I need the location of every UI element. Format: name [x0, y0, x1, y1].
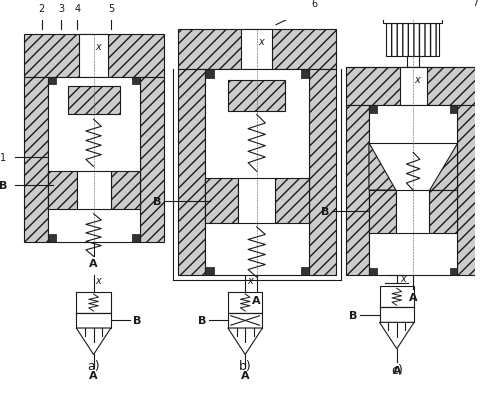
Polygon shape	[76, 292, 111, 313]
Polygon shape	[386, 24, 439, 57]
Text: x: x	[401, 273, 407, 283]
Text: 2: 2	[38, 4, 45, 14]
Polygon shape	[457, 106, 480, 275]
Polygon shape	[76, 313, 111, 328]
Polygon shape	[48, 77, 140, 243]
Polygon shape	[396, 191, 430, 233]
Text: x: x	[414, 75, 420, 84]
Text: B: B	[0, 181, 8, 191]
Polygon shape	[275, 178, 310, 224]
Polygon shape	[205, 70, 214, 79]
Polygon shape	[301, 70, 310, 79]
Polygon shape	[111, 172, 140, 209]
Polygon shape	[380, 287, 414, 307]
Polygon shape	[132, 77, 140, 85]
Polygon shape	[408, 57, 419, 68]
Polygon shape	[369, 191, 396, 233]
Text: 6: 6	[311, 0, 317, 9]
Polygon shape	[205, 267, 214, 275]
Polygon shape	[310, 70, 336, 275]
Polygon shape	[450, 268, 457, 275]
Text: c): c)	[391, 363, 403, 376]
Polygon shape	[48, 172, 77, 209]
Polygon shape	[380, 307, 414, 322]
Text: B: B	[132, 315, 141, 326]
Text: A: A	[241, 370, 250, 380]
Polygon shape	[178, 70, 205, 275]
Polygon shape	[24, 77, 48, 243]
Text: a): a)	[87, 359, 100, 373]
Polygon shape	[228, 313, 263, 328]
Polygon shape	[79, 35, 108, 77]
Polygon shape	[450, 106, 457, 113]
Polygon shape	[301, 267, 310, 275]
Polygon shape	[24, 35, 164, 77]
Polygon shape	[346, 106, 369, 275]
Text: B: B	[349, 310, 358, 320]
Text: 4: 4	[74, 4, 80, 14]
Polygon shape	[48, 235, 56, 243]
Polygon shape	[380, 322, 414, 349]
Polygon shape	[400, 68, 427, 106]
Text: b): b)	[239, 359, 252, 373]
Polygon shape	[346, 68, 480, 106]
Polygon shape	[430, 143, 457, 191]
Polygon shape	[205, 70, 310, 275]
Polygon shape	[228, 81, 286, 111]
Text: B: B	[321, 207, 329, 216]
Polygon shape	[48, 77, 56, 85]
Text: A: A	[89, 370, 98, 380]
Text: A: A	[252, 295, 261, 305]
Polygon shape	[132, 235, 140, 243]
Polygon shape	[369, 143, 396, 191]
Polygon shape	[369, 106, 377, 113]
Text: x: x	[259, 37, 264, 47]
Polygon shape	[228, 292, 263, 313]
Text: 3: 3	[58, 4, 64, 14]
Polygon shape	[140, 77, 164, 243]
Text: A: A	[89, 258, 98, 268]
Polygon shape	[178, 30, 336, 70]
Text: x: x	[96, 275, 101, 285]
Text: 1: 1	[0, 153, 6, 163]
Polygon shape	[77, 172, 111, 209]
Polygon shape	[76, 328, 111, 355]
Text: x: x	[247, 275, 253, 285]
Polygon shape	[369, 268, 377, 275]
Polygon shape	[241, 30, 272, 70]
Text: x: x	[96, 41, 101, 51]
Text: A: A	[409, 292, 418, 302]
Text: B: B	[153, 197, 161, 207]
Text: 7: 7	[472, 0, 479, 8]
Text: B: B	[198, 315, 206, 326]
Polygon shape	[430, 191, 457, 233]
Polygon shape	[228, 328, 263, 355]
Polygon shape	[369, 106, 457, 275]
Polygon shape	[384, 14, 442, 24]
Polygon shape	[239, 178, 275, 224]
Text: A: A	[393, 364, 401, 375]
Polygon shape	[205, 178, 239, 224]
Polygon shape	[68, 87, 120, 115]
Text: 5: 5	[108, 4, 114, 14]
